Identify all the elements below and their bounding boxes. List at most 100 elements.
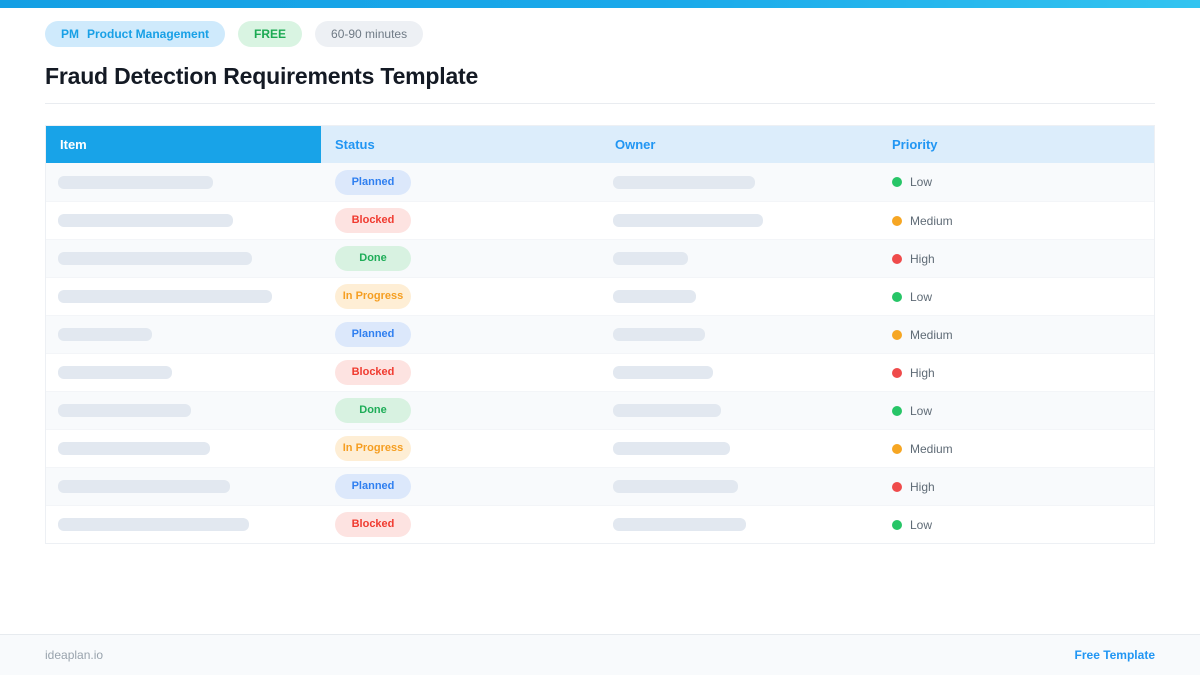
item-cell bbox=[46, 480, 321, 493]
item-placeholder bbox=[58, 366, 172, 379]
item-placeholder bbox=[58, 480, 230, 493]
item-cell bbox=[46, 290, 321, 303]
page-title: Fraud Detection Requirements Template bbox=[45, 63, 479, 89]
priority-dot bbox=[892, 329, 902, 340]
priority-dot bbox=[892, 253, 902, 264]
priority-label: Low bbox=[910, 175, 933, 189]
status-badge: Planned bbox=[335, 169, 411, 195]
footer-brand: ideaplan.io bbox=[45, 648, 104, 662]
priority-dot bbox=[892, 215, 902, 226]
top-accent-bar bbox=[0, 0, 1200, 8]
table-row: Done Low bbox=[46, 391, 1154, 429]
status-cell: In Progress bbox=[321, 436, 601, 461]
owner-placeholder bbox=[613, 366, 713, 379]
status-badge: In Progress bbox=[335, 284, 411, 309]
table-row: In Progress Medium bbox=[46, 429, 1154, 467]
priority-dot bbox=[892, 519, 902, 530]
item-cell bbox=[46, 328, 321, 341]
table-row: Done High bbox=[46, 239, 1154, 277]
status-badge: Done bbox=[335, 398, 411, 423]
status-cell: Planned bbox=[321, 169, 601, 195]
item-cell bbox=[46, 442, 321, 455]
priority-cell: Low bbox=[878, 175, 1154, 189]
table-row: Blocked Low bbox=[46, 505, 1154, 543]
item-cell bbox=[46, 404, 321, 417]
priority-dot bbox=[892, 481, 902, 492]
column-header-owner: Owner bbox=[601, 126, 878, 163]
badge-row: PM Product Management FREE 60-90 minutes bbox=[45, 21, 1155, 47]
owner-placeholder bbox=[613, 480, 738, 493]
priority-cell: Medium bbox=[878, 442, 1154, 456]
priority-label: High bbox=[910, 251, 935, 266]
status-cell: Planned bbox=[321, 322, 601, 347]
priority-cell: Low bbox=[878, 518, 1154, 532]
category-badge-prefix: PM bbox=[61, 27, 79, 41]
table-body: Planned Low Blocked Medium Done High In Progre… bbox=[46, 163, 1154, 543]
item-placeholder bbox=[58, 328, 152, 341]
item-placeholder bbox=[58, 442, 210, 455]
title-divider bbox=[45, 103, 1155, 104]
status-badge: Planned bbox=[335, 474, 411, 499]
status-cell: Planned bbox=[321, 474, 601, 499]
owner-cell bbox=[601, 518, 878, 531]
table-row: Blocked Medium bbox=[46, 201, 1154, 239]
priority-cell: High bbox=[878, 480, 1154, 494]
owner-placeholder bbox=[613, 328, 705, 341]
priority-label: High bbox=[910, 365, 935, 380]
owner-cell bbox=[601, 175, 878, 189]
item-cell bbox=[46, 252, 321, 265]
priority-cell: Low bbox=[878, 290, 1154, 304]
status-badge: In Progress bbox=[335, 436, 411, 461]
owner-cell bbox=[601, 252, 878, 265]
status-badge: Planned bbox=[335, 322, 411, 347]
owner-cell bbox=[601, 366, 878, 379]
column-header-status: Status bbox=[321, 126, 601, 163]
owner-placeholder bbox=[613, 442, 730, 455]
category-badge-label: Product Management bbox=[87, 27, 210, 41]
priority-label: Low bbox=[910, 403, 933, 418]
requirements-table: Item Status Owner Priority Planned Low Blo… bbox=[45, 125, 1155, 544]
priority-dot bbox=[892, 405, 902, 416]
priority-label: High bbox=[910, 479, 935, 494]
item-placeholder bbox=[58, 175, 213, 189]
item-cell bbox=[46, 518, 321, 531]
status-cell: Done bbox=[321, 398, 601, 423]
table-row: Planned High bbox=[46, 467, 1154, 505]
column-header-priority: Priority bbox=[878, 126, 1154, 163]
status-badge: Done bbox=[335, 246, 411, 271]
priority-cell: High bbox=[878, 366, 1154, 380]
priority-cell: Low bbox=[878, 404, 1154, 418]
owner-placeholder bbox=[613, 290, 696, 303]
category-badge: PM Product Management bbox=[45, 21, 226, 47]
column-header-item: Item bbox=[46, 126, 321, 163]
owner-placeholder bbox=[613, 252, 688, 265]
page-footer: ideaplan.io Free Template bbox=[0, 634, 1200, 675]
owner-cell bbox=[601, 328, 878, 341]
table-row: In Progress Low bbox=[46, 277, 1154, 315]
status-cell: In Progress bbox=[321, 284, 601, 309]
priority-label: Low bbox=[910, 517, 933, 532]
table-header-row: Item Status Owner Priority bbox=[46, 126, 1154, 163]
priority-dot bbox=[892, 443, 902, 454]
priority-label: Low bbox=[910, 289, 933, 304]
item-placeholder bbox=[58, 214, 233, 227]
owner-placeholder bbox=[613, 518, 746, 531]
priority-dot bbox=[892, 177, 902, 187]
owner-cell bbox=[601, 404, 878, 417]
status-cell: Blocked bbox=[321, 208, 601, 233]
status-cell: Done bbox=[321, 246, 601, 271]
free-badge: FREE bbox=[238, 21, 303, 47]
status-cell: Blocked bbox=[321, 360, 601, 385]
status-cell: Blocked bbox=[321, 512, 601, 537]
priority-cell: Medium bbox=[878, 214, 1154, 228]
table-row: Planned Low bbox=[46, 163, 1154, 201]
owner-placeholder bbox=[613, 214, 763, 227]
priority-dot bbox=[892, 367, 902, 378]
footer-free-template-link[interactable]: Free Template bbox=[1074, 648, 1155, 662]
priority-cell: Medium bbox=[878, 328, 1154, 342]
owner-cell bbox=[601, 480, 878, 493]
item-placeholder bbox=[58, 252, 252, 265]
table-row: Planned Medium bbox=[46, 315, 1154, 353]
priority-label: Medium bbox=[910, 327, 953, 342]
priority-cell: High bbox=[878, 252, 1154, 266]
